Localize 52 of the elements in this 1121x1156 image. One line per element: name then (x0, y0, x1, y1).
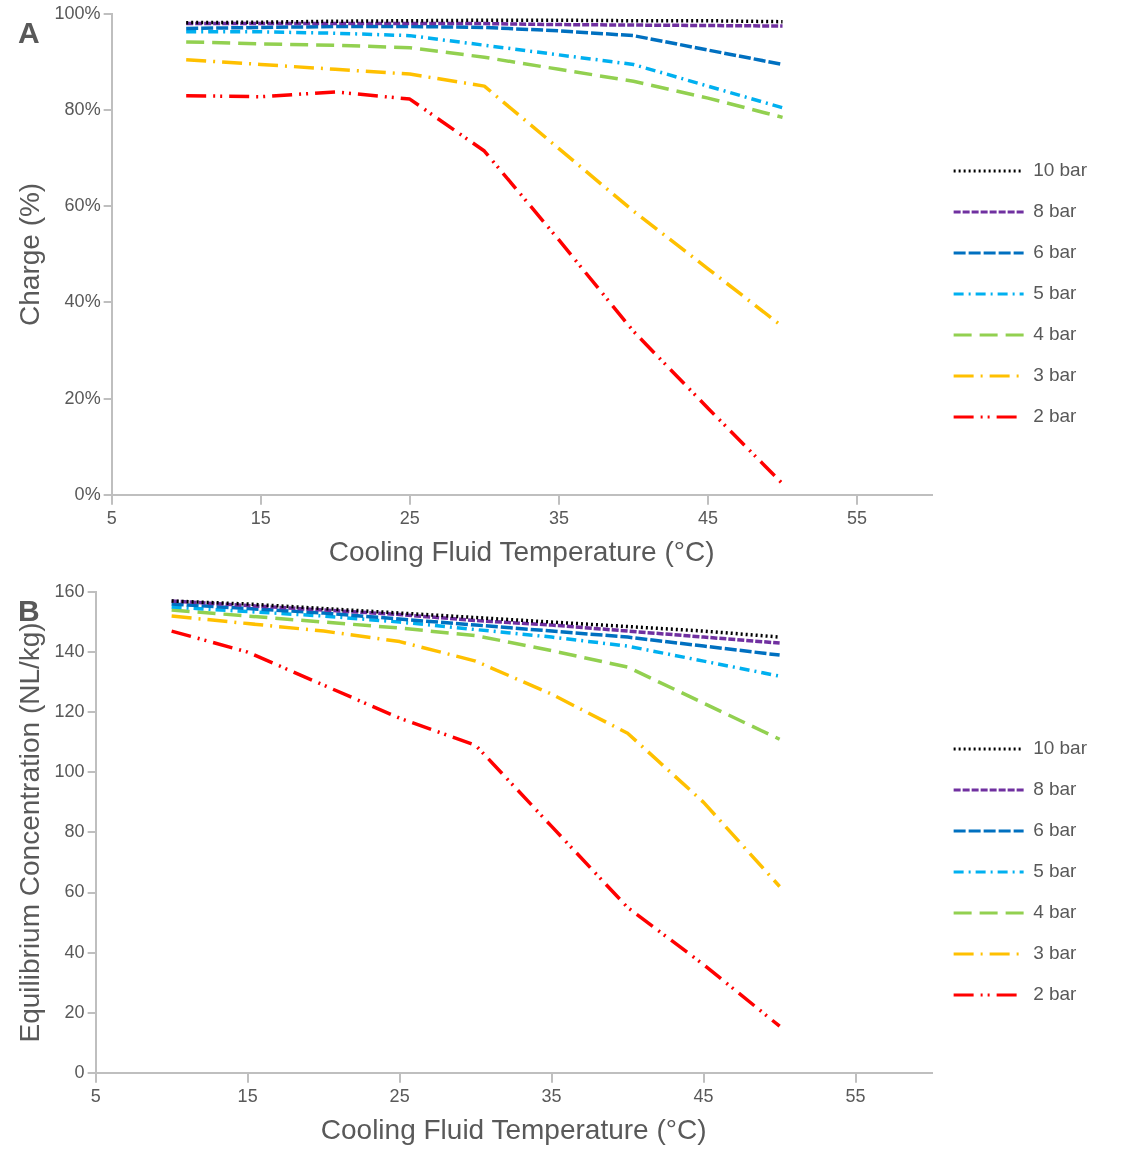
line-series (169, 614, 782, 889)
x-tick-label: 15 (250, 507, 271, 528)
y-tick-label: 100 (54, 761, 85, 782)
y-tick-label: 40 (64, 941, 85, 962)
x-tick-label: 55 (845, 1085, 866, 1106)
y-axis-title: Charge (%) (13, 182, 45, 326)
legend-label: 3 bar (1033, 942, 1078, 964)
x-axis-title: Cooling Fluid Temperature (°C) (320, 1113, 707, 1145)
legend-label: 6 bar (1033, 241, 1078, 263)
line-series (169, 602, 782, 657)
legend-label: 6 bar (1033, 819, 1078, 841)
legend-label: 5 bar (1033, 860, 1078, 882)
legend-label: 8 bar (1033, 200, 1078, 222)
x-tick-label: 5 (90, 1085, 101, 1106)
x-tick-label: 35 (541, 1085, 562, 1106)
y-tick-label: 20 (64, 1001, 85, 1022)
line-series (169, 629, 782, 1028)
line-series (169, 608, 782, 741)
line-series (184, 30, 785, 110)
line-series (184, 40, 785, 120)
y-tick-label: 20% (64, 387, 101, 408)
y-tick-label: 80 (64, 821, 85, 842)
y-tick-label: 60% (64, 195, 101, 216)
y-tick-label: 140 (54, 641, 85, 662)
x-tick-label: 45 (693, 1085, 714, 1106)
y-tick-label: 0% (74, 483, 101, 504)
x-tick-label: 5 (106, 507, 117, 528)
line-series (184, 90, 785, 486)
legend-label: 10 bar (1033, 159, 1088, 181)
legend-label: 3 bar (1033, 364, 1078, 386)
text: A (18, 16, 40, 50)
x-tick-label: 25 (389, 1085, 410, 1106)
legend-label: 10 bar (1033, 737, 1088, 759)
x-tick-label: 55 (847, 507, 868, 528)
legend-label: 2 bar (1033, 405, 1078, 427)
legend-label: 4 bar (1033, 323, 1078, 345)
x-tick-label: 15 (237, 1085, 258, 1106)
x-axis-title: Cooling Fluid Temperature (°C) (328, 535, 715, 567)
x-tick-label: 45 (697, 507, 719, 528)
x-tick-label: 35 (548, 507, 569, 528)
y-tick-label: 0 (74, 1061, 85, 1082)
y-tick-label: 80% (64, 99, 101, 120)
legend-label: 4 bar (1033, 901, 1078, 923)
x-tick-label: 25 (399, 507, 420, 528)
y-tick-label: 60 (64, 881, 85, 902)
y-tick-label: 120 (54, 701, 85, 722)
y-tick-label: 40% (64, 291, 101, 312)
y-tick-label: 160 (54, 580, 85, 601)
y-tick-label: 100% (54, 2, 101, 23)
legend-label: 8 bar (1033, 778, 1078, 800)
legend-label: 5 bar (1033, 282, 1078, 304)
legend-label: 2 bar (1033, 983, 1078, 1005)
